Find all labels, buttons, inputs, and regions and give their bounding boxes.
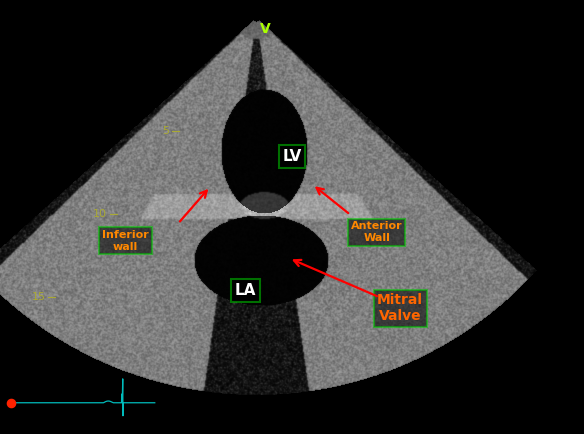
Text: 15: 15 [32,292,46,302]
Text: LA: LA [235,283,256,298]
Text: Mitral
Valve: Mitral Valve [377,293,423,323]
Text: LV: LV [283,149,301,164]
Text: Inferior
wall: Inferior wall [102,230,149,252]
Text: Anterior
Wall: Anterior Wall [351,221,402,243]
Text: V: V [260,22,271,36]
Point [6,399,15,406]
Text: 5: 5 [162,125,169,136]
Text: 10: 10 [93,209,107,219]
